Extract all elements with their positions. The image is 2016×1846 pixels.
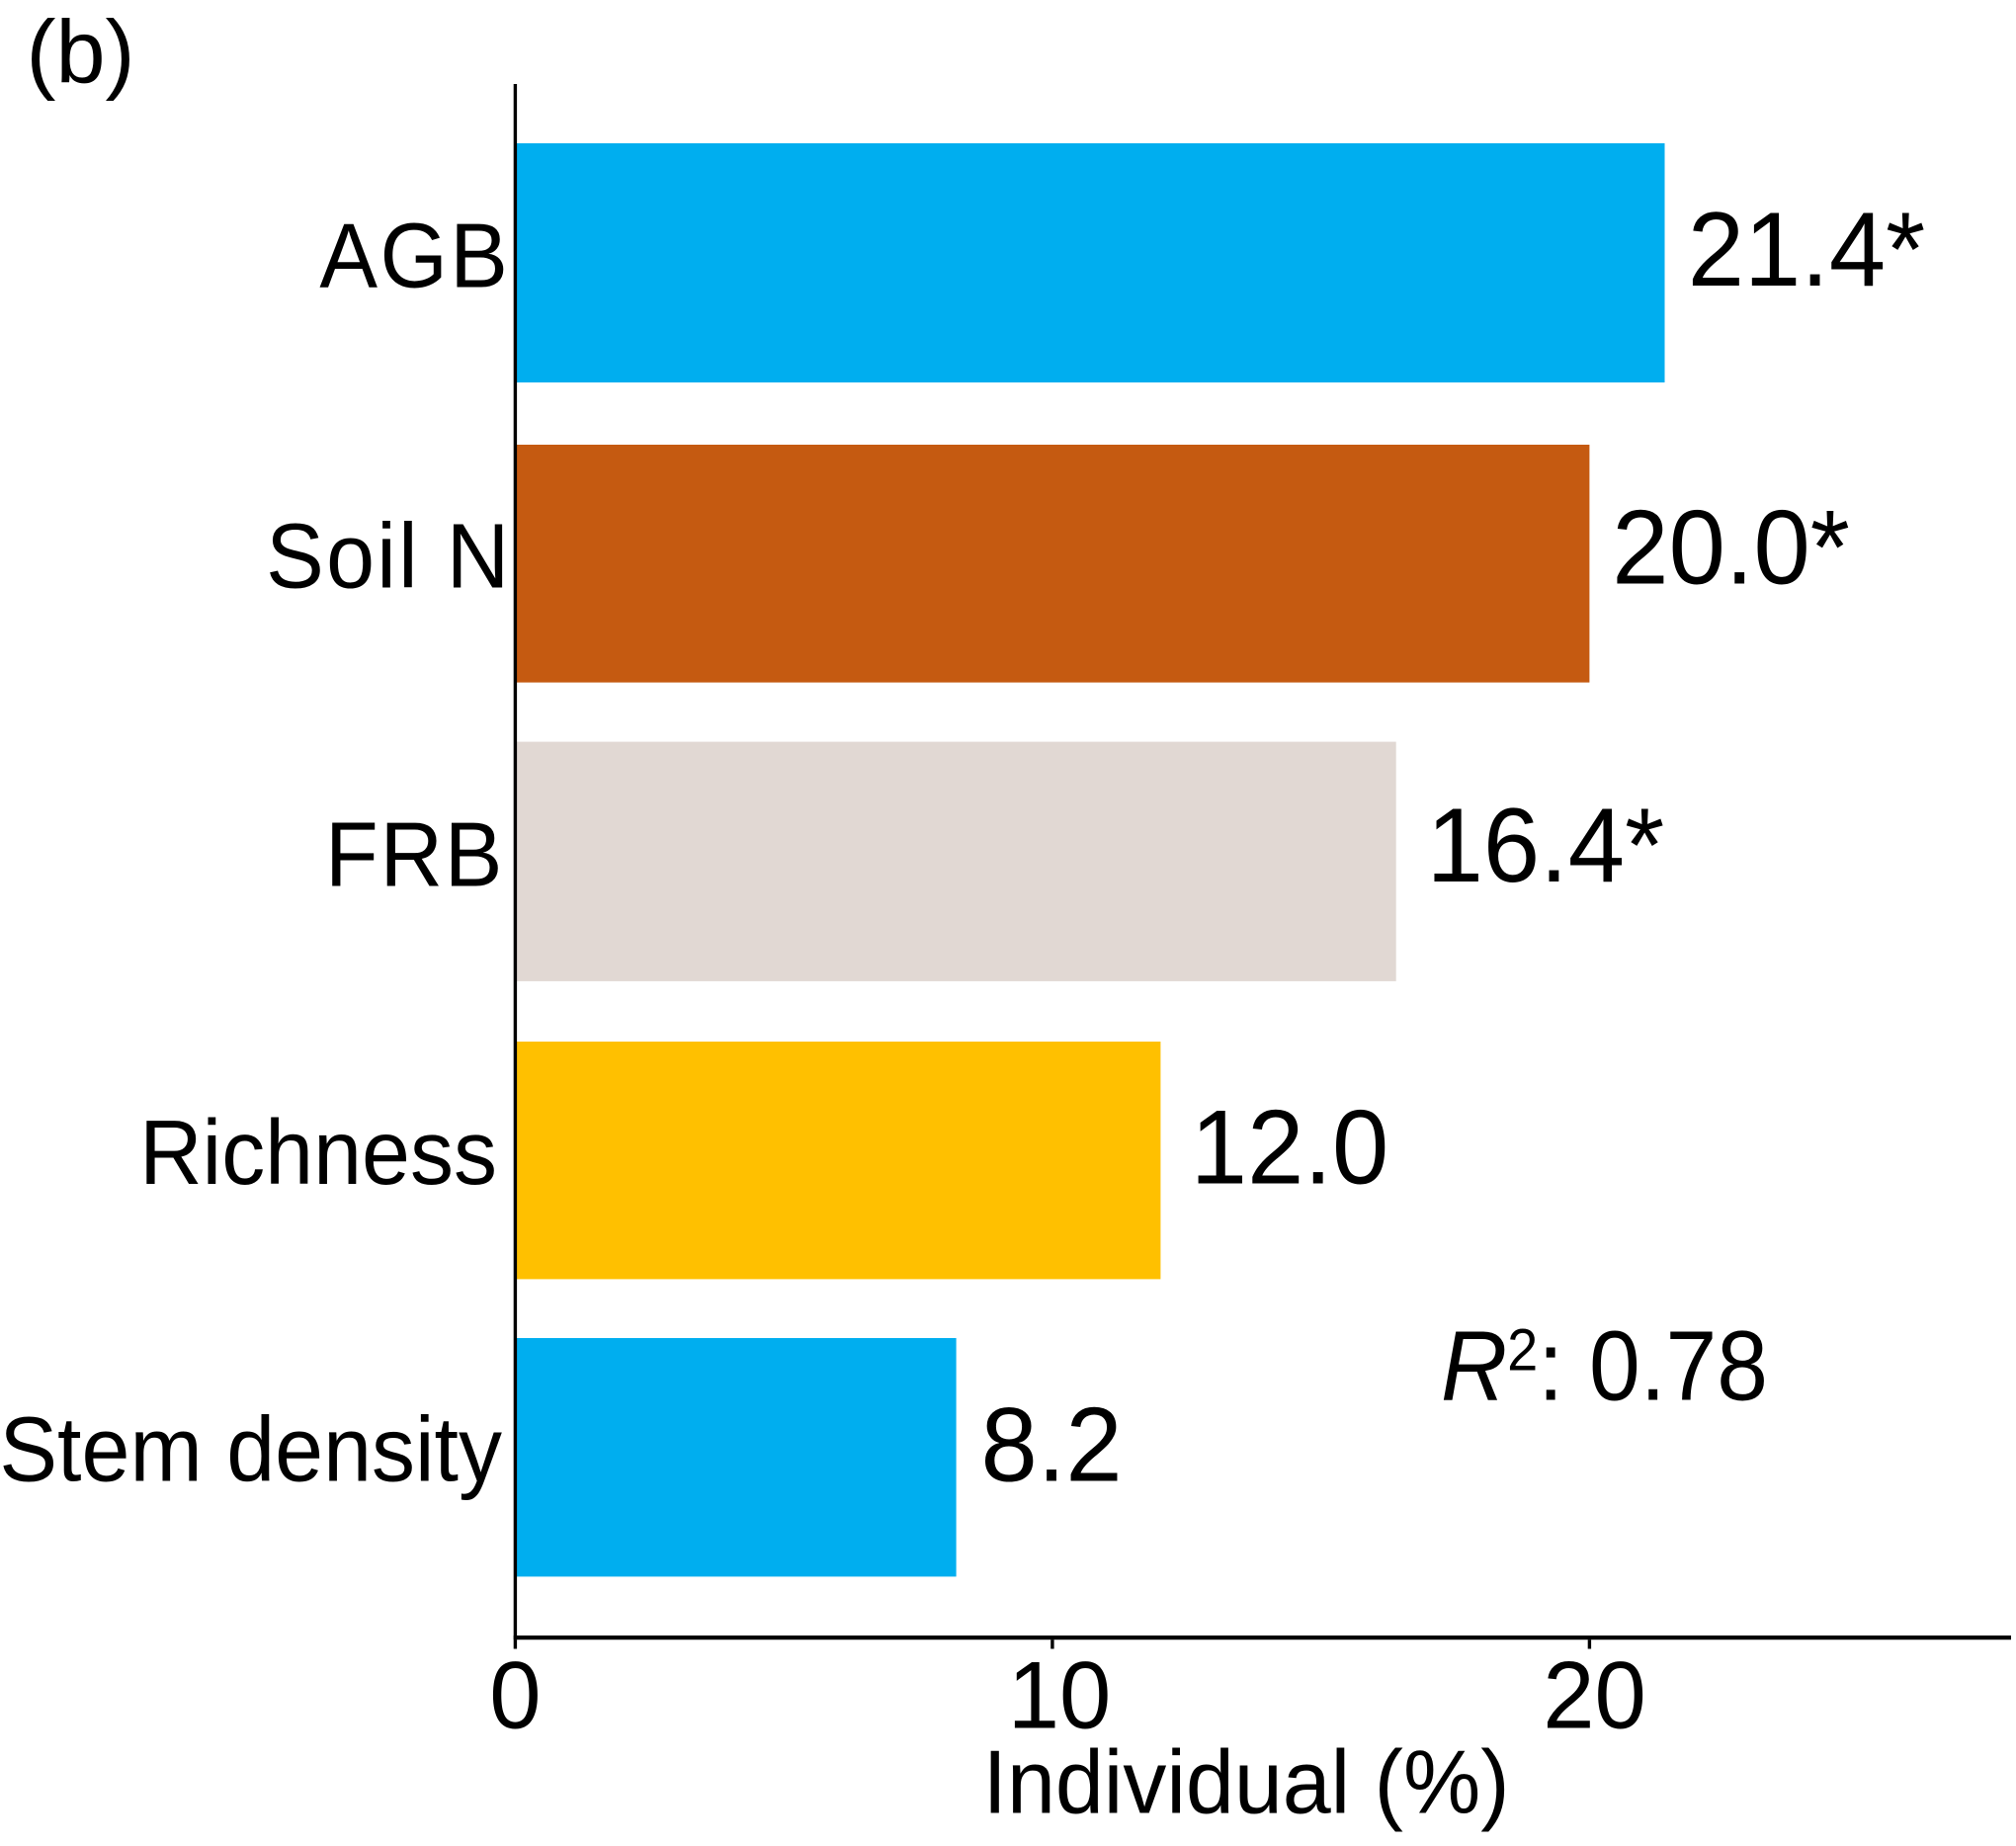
svg-text:Stem density: Stem density bbox=[0, 1399, 502, 1501]
svg-text:R2: 0.78: R2: 0.78 bbox=[1441, 1311, 1768, 1421]
svg-text:FRB: FRB bbox=[325, 804, 504, 906]
svg-text:16.4*: 16.4* bbox=[1427, 787, 1665, 904]
svg-text:20.0*: 20.0* bbox=[1612, 489, 1850, 607]
svg-text:21.4*: 21.4* bbox=[1688, 191, 1926, 308]
svg-text:(b): (b) bbox=[27, 4, 135, 103]
svg-text:Soil N: Soil N bbox=[266, 505, 512, 607]
svg-text:0: 0 bbox=[489, 1642, 541, 1749]
svg-text:10: 10 bbox=[1008, 1642, 1112, 1749]
svg-text:20: 20 bbox=[1543, 1642, 1646, 1749]
svg-text:Individual (%): Individual (%) bbox=[982, 1731, 1509, 1831]
svg-text:AGB: AGB bbox=[319, 205, 510, 306]
svg-text:12.0: 12.0 bbox=[1191, 1088, 1388, 1206]
svg-text:8.2: 8.2 bbox=[981, 1385, 1123, 1503]
svg-text:Richness: Richness bbox=[139, 1102, 497, 1204]
